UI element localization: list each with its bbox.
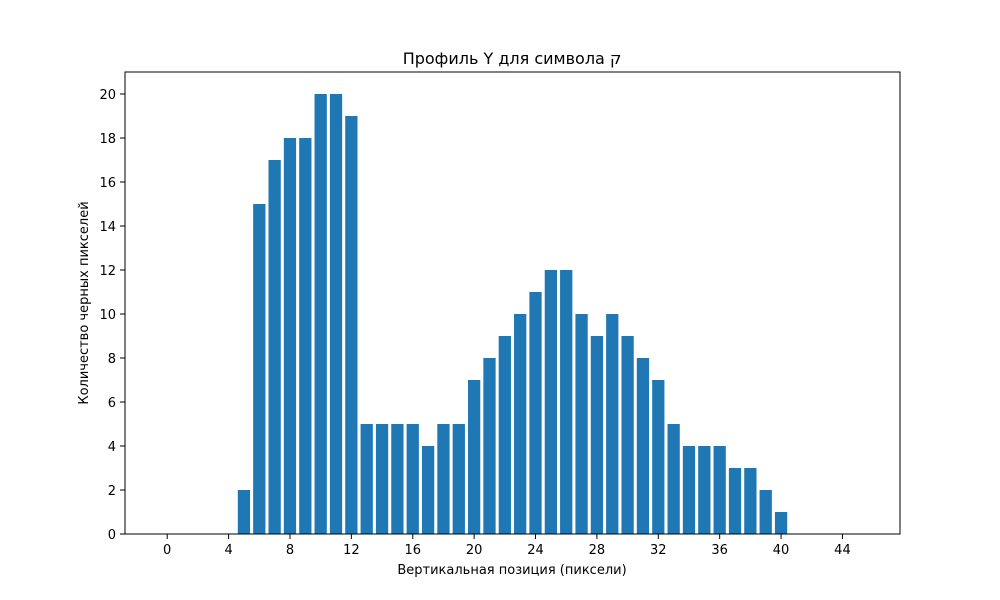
bar-33	[667, 424, 680, 534]
y-tick-label: 4	[108, 440, 116, 455]
x-tick-label: 4	[224, 543, 232, 558]
bar-38	[744, 468, 757, 534]
x-tick-label: 40	[773, 543, 790, 558]
bar-30	[621, 336, 634, 534]
bar-26	[560, 270, 573, 534]
bar-35	[698, 446, 711, 534]
y-tick-label: 0	[108, 528, 116, 543]
bar-32	[652, 380, 665, 534]
bars-group	[237, 94, 788, 534]
bar-14	[375, 424, 389, 534]
bar-37	[728, 468, 742, 534]
bar-11	[329, 94, 343, 534]
bar-22	[498, 336, 511, 534]
y-tick-label: 6	[108, 396, 116, 411]
chart-title: Профиль Y для символа ק	[403, 49, 622, 68]
bar-13	[360, 424, 373, 534]
y-tick-label: 18	[99, 132, 116, 147]
bar-28	[590, 336, 604, 534]
y-tick-label: 12	[99, 264, 116, 279]
x-tick-label: 44	[834, 543, 851, 558]
bar-21	[483, 358, 496, 534]
x-tick-label: 36	[711, 543, 728, 558]
bar-10	[314, 94, 327, 534]
bar-8	[283, 138, 297, 534]
bar-20	[467, 380, 481, 534]
x-tick-label: 12	[343, 543, 360, 558]
x-axis-title: Вертикальная позиция (пиксели)	[397, 563, 626, 578]
y-tick-label: 16	[99, 176, 116, 191]
bar-18	[437, 424, 450, 534]
bar-6	[253, 204, 266, 534]
y-tick-label: 20	[99, 88, 116, 103]
y-tick-label: 2	[108, 484, 116, 499]
bar-19	[452, 424, 465, 534]
bar-15	[391, 424, 404, 534]
bar-5	[237, 490, 251, 534]
y-tick-label: 8	[108, 352, 116, 367]
y-tick-label: 10	[99, 308, 116, 323]
bar-12	[345, 116, 358, 534]
y-axis-title: Количество черных пикселей	[77, 201, 92, 404]
x-tick-label: 0	[163, 543, 171, 558]
bar-17	[421, 446, 435, 534]
x-tick-label: 16	[404, 543, 421, 558]
bar-25	[544, 270, 558, 534]
x-tick-label: 24	[527, 543, 544, 558]
y-axis: 0 2 4 6 8 10 12 14 16 18 20	[99, 88, 125, 543]
bar-31	[636, 358, 650, 534]
bar-7	[268, 160, 281, 534]
bar-27	[575, 314, 588, 534]
bar-36	[713, 446, 726, 534]
x-tick-label: 28	[589, 543, 606, 558]
x-tick-label: 20	[466, 543, 483, 558]
bar-9	[299, 138, 312, 534]
y-tick-label: 14	[99, 220, 116, 235]
x-tick-label: 8	[286, 543, 294, 558]
bar-16	[406, 424, 419, 534]
bar-34	[682, 446, 696, 534]
bar-39	[759, 490, 772, 534]
bar-40	[774, 512, 788, 534]
x-axis: 0 4 8 12 16 20 24 28 32 36 40 44	[163, 534, 851, 558]
plot-frame	[124, 71, 901, 535]
x-tick-label: 32	[650, 543, 667, 558]
bar-23	[514, 314, 527, 534]
bar-29	[606, 314, 619, 534]
bar-24	[529, 292, 542, 534]
